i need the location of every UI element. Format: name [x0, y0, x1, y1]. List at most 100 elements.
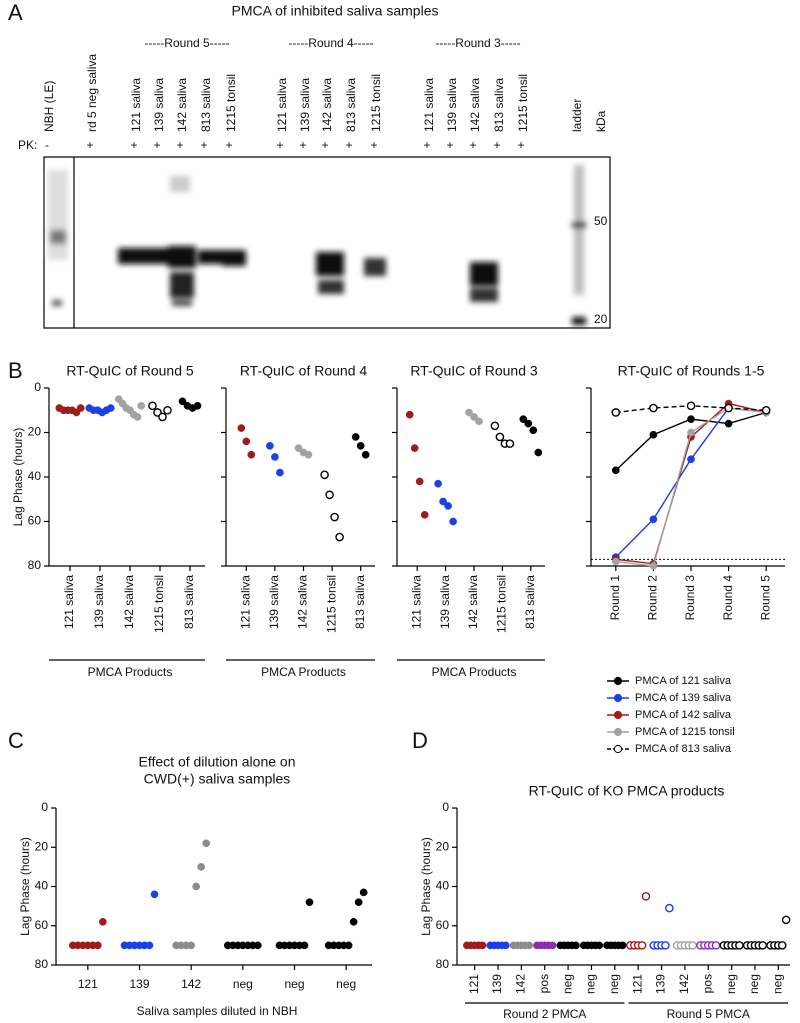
point	[478, 941, 487, 950]
point	[649, 562, 658, 570]
point	[649, 403, 658, 413]
point	[192, 882, 201, 891]
lane-label: 1215 tonsil	[369, 74, 383, 132]
y-tick-label: 60	[436, 918, 450, 932]
lane-label: rd 5 neg saliva	[85, 54, 99, 132]
point	[470, 413, 478, 421]
point	[637, 941, 647, 950]
x-tick-label: 1215 tonsil	[152, 575, 166, 633]
point	[98, 917, 107, 926]
panel-label: C	[8, 728, 24, 753]
x-tick-label: Round 1	[608, 575, 622, 621]
pk-sign: +	[200, 138, 207, 152]
legend-marker	[613, 693, 623, 703]
legend-marker	[613, 727, 623, 737]
y-tick-label: 80	[436, 957, 450, 971]
legend-label: PMCA of 142 saliva	[635, 709, 732, 721]
group-label: Round 5 PMCA	[667, 1007, 750, 1021]
panel-label: A	[8, 0, 23, 25]
lane-label: 139 saliva	[445, 78, 459, 132]
kda-marker: 20	[594, 312, 608, 326]
point	[758, 941, 768, 950]
x-tick-label: 142 saliva	[122, 575, 136, 629]
lane-label: 139 saliva	[298, 78, 312, 132]
x-tick-label: 139	[129, 977, 149, 991]
point	[106, 404, 115, 412]
x-tick-label: 142 saliva	[296, 575, 310, 629]
point	[595, 941, 604, 950]
x-axis-label: PMCA Products	[432, 665, 517, 679]
point	[266, 442, 274, 450]
point	[665, 903, 674, 913]
point	[253, 941, 262, 950]
pk-sign: +	[130, 138, 137, 152]
pk-sign: +	[345, 138, 352, 152]
lane-label: 121 saliva	[422, 78, 436, 132]
lane-label: NBH (LE)	[42, 81, 56, 132]
point	[490, 421, 500, 431]
lane-label: 813 saliva	[199, 78, 213, 132]
point	[641, 892, 651, 901]
point	[534, 448, 543, 457]
legend-marker	[613, 744, 623, 754]
point	[724, 403, 733, 413]
blot-title: PMCA of inhibited saliva samples	[232, 3, 439, 19]
panel-label: B	[8, 358, 23, 383]
lane-label: 1215 tonsil	[516, 74, 530, 132]
point	[356, 442, 365, 450]
point	[524, 419, 533, 428]
y-tick-label: 0	[34, 380, 41, 394]
chart-title: RT-QuIC of Rounds 1-5	[618, 363, 765, 379]
round-group: -----Round 4-----	[288, 36, 373, 50]
x-tick-label: 142	[677, 974, 691, 994]
x-tick-label: neg	[560, 974, 574, 994]
point	[649, 430, 658, 439]
y-tick-label: 0	[442, 800, 449, 814]
point	[271, 453, 279, 461]
point	[519, 415, 528, 423]
pk-sign: +	[321, 138, 328, 152]
point	[359, 888, 368, 897]
point	[405, 410, 414, 419]
x-tick-label: Round 4	[721, 575, 735, 621]
kda-marker: 50	[594, 214, 608, 228]
chart-title: RT-QuIC of Round 3	[410, 363, 538, 379]
x-tick-label: 121 saliva	[409, 575, 423, 629]
round-group: -----Round 3-----	[435, 36, 520, 50]
lane-label: 139 saliva	[152, 78, 166, 132]
x-tick-label: 813 saliva	[523, 575, 537, 629]
point	[611, 466, 620, 475]
point	[475, 417, 483, 426]
x-axis-label: PMCA Products	[261, 665, 346, 679]
y-tick-label: 20	[35, 839, 49, 853]
point	[150, 890, 159, 899]
point	[444, 502, 452, 510]
point	[687, 428, 695, 437]
point	[777, 941, 787, 950]
x-tick-label: pos	[700, 974, 714, 993]
x-tick-label: 1215 tonsil	[324, 575, 338, 633]
x-tick-label: neg	[770, 974, 784, 994]
y-axis-label: Lag Phase (hours)	[18, 837, 32, 936]
x-tick-label: neg	[284, 977, 304, 991]
pk-sign: +	[446, 138, 453, 152]
point	[344, 941, 353, 950]
x-tick-label: neg	[584, 974, 598, 994]
x-tick-label: 139 saliva	[438, 575, 452, 629]
blot-image	[43, 156, 611, 329]
point	[420, 510, 429, 519]
legend-marker	[613, 676, 623, 686]
point	[242, 437, 251, 446]
point	[93, 941, 102, 950]
pk-sign: +	[370, 138, 377, 152]
pk-sign: +	[176, 138, 183, 152]
point	[304, 450, 313, 459]
point	[133, 413, 142, 421]
point	[276, 468, 284, 477]
x-tick-label: 142	[514, 974, 528, 994]
x-tick-label: neg	[747, 974, 761, 994]
point	[294, 444, 303, 452]
point	[434, 479, 442, 488]
point	[330, 512, 339, 522]
y-tick-label: 40	[436, 879, 450, 893]
